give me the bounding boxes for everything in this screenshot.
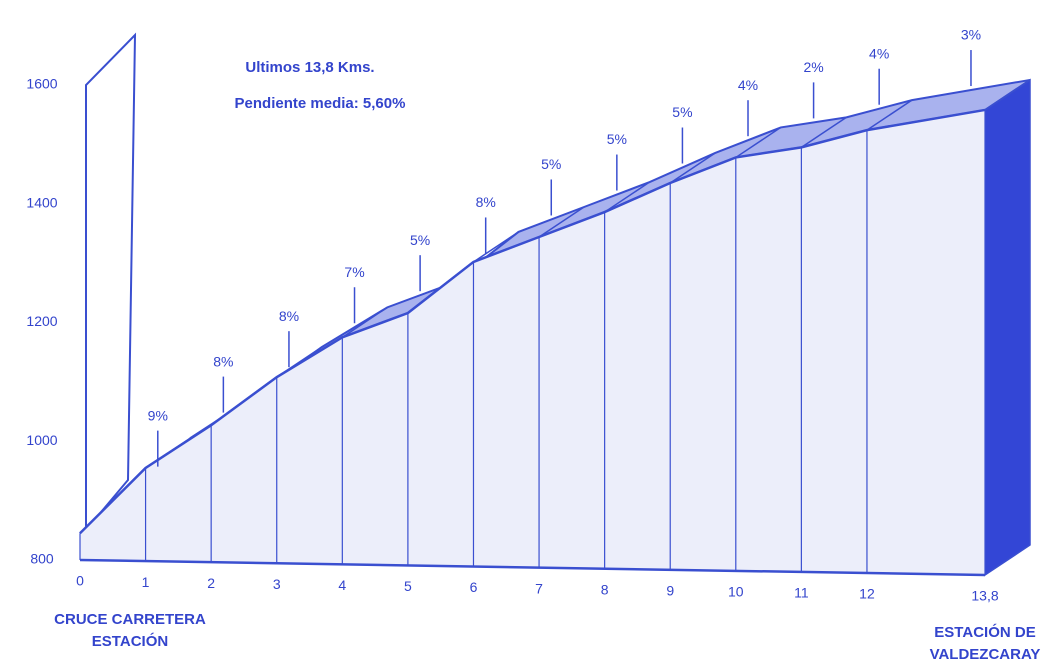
start-label: ESTACIÓN — [92, 632, 168, 650]
ribbon-divider — [604, 181, 651, 213]
gradient-label: 8% — [476, 194, 496, 210]
profile-line — [79, 108, 986, 535]
y-tick-label: 1600 — [26, 76, 57, 92]
y-tick-label: 800 — [30, 551, 54, 567]
ribbon-divider — [800, 116, 847, 148]
ribbon-divider — [735, 126, 782, 159]
gradient-label: 2% — [803, 59, 823, 75]
y-tick-label: 1400 — [26, 194, 57, 210]
end-label: ESTACIÓN DE — [934, 623, 1035, 641]
x-tick-label: 2 — [207, 575, 215, 591]
side-face — [984, 78, 1031, 577]
x-tick-label: 0 — [76, 573, 84, 589]
gradient-label: 8% — [279, 308, 299, 324]
x-tick-label: 3 — [273, 576, 281, 592]
y-tick-label: 1200 — [26, 313, 57, 329]
ribbon-divider — [473, 231, 519, 263]
x-tick-label: 7 — [535, 580, 543, 596]
x-tick-label: 8 — [601, 581, 609, 597]
gradient-label: 4% — [869, 45, 889, 61]
left-pillar — [85, 32, 137, 533]
x-tick-label: 10 — [728, 584, 744, 600]
gradient-label: 5% — [541, 156, 561, 172]
baseline — [79, 558, 986, 577]
ribbon-divider — [866, 99, 913, 131]
x-tick-label: 6 — [470, 579, 478, 595]
gradient-label: 7% — [344, 264, 364, 280]
x-tick-label: 13,8 — [971, 588, 998, 604]
x-tick-label: 9 — [666, 582, 674, 598]
x-tick-label: 11 — [794, 585, 809, 601]
start-label: CRUCE CARRETERA — [54, 611, 206, 628]
gradient-label: 8% — [213, 353, 233, 369]
ribbon-divider — [538, 206, 585, 238]
ribbon-divider — [669, 152, 716, 184]
gradient-label: 5% — [672, 104, 692, 120]
annotation: Pendiente media: 5,60% — [235, 95, 406, 112]
ribbon-divider — [341, 306, 388, 338]
x-tick-label: 1 — [142, 574, 150, 590]
gradient-label: 9% — [148, 407, 168, 423]
x-tick-label: 4 — [338, 577, 346, 593]
x-tick-label: 12 — [859, 586, 875, 602]
ribbon-divider — [984, 79, 1031, 111]
y-tick-label: 1000 — [26, 432, 57, 448]
gradient-label: 3% — [961, 27, 981, 43]
gradient-label: 5% — [607, 131, 627, 147]
gradient-label: 5% — [410, 232, 430, 248]
front-face — [80, 109, 985, 575]
x-tick-label: 5 — [404, 578, 412, 594]
end-label: VALDEZCARAY — [930, 646, 1041, 663]
gradient-label: 4% — [738, 77, 758, 93]
annotation: Ultimos 13,8 Kms. — [245, 59, 374, 76]
